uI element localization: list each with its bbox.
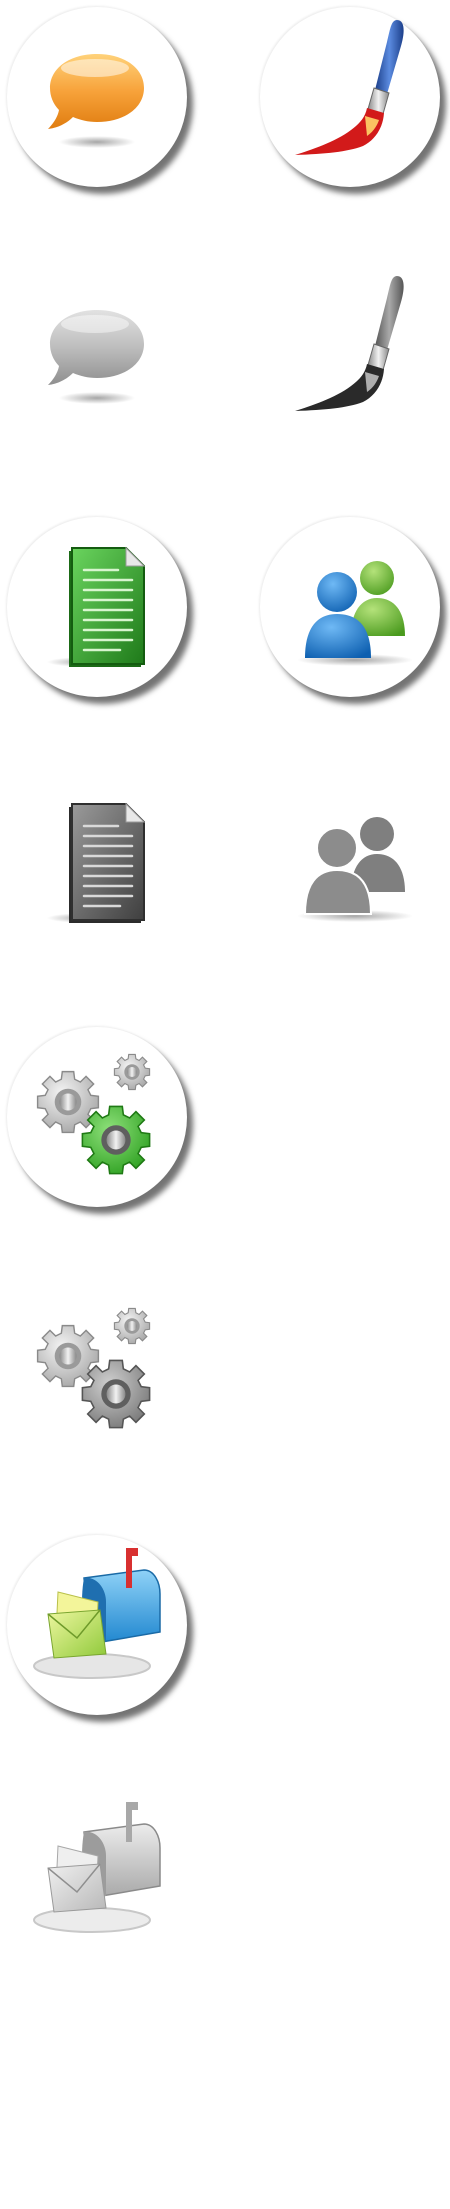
speech-bubble-tile[interactable] <box>2 2 192 192</box>
mailbox-tile-inactive[interactable] <box>2 1784 192 1974</box>
speech-bubble-icon <box>48 54 144 148</box>
users-icon <box>297 817 413 922</box>
mailbox-icon <box>33 1802 161 1933</box>
paintbrush-tile-inactive[interactable] <box>255 258 445 448</box>
mailbox-icon <box>33 1548 161 1679</box>
document-icon <box>47 802 146 923</box>
mailbox-tile[interactable] <box>2 1530 192 1720</box>
tile-disc <box>260 7 440 187</box>
document-icon <box>47 546 146 667</box>
gears-icon <box>36 1307 151 1429</box>
users-icon <box>297 561 413 666</box>
document-tile-inactive[interactable] <box>2 768 192 958</box>
speech-bubble-icon <box>48 310 144 404</box>
paintbrush-icon <box>295 276 404 411</box>
users-tile[interactable] <box>255 512 445 702</box>
gears-tile-inactive[interactable] <box>2 1276 192 1466</box>
gears-tile[interactable] <box>2 1022 192 1212</box>
paintbrush-tile[interactable] <box>255 2 445 192</box>
gears-icon <box>36 1053 151 1175</box>
speech-bubble-tile-inactive[interactable] <box>2 258 192 448</box>
paintbrush-icon <box>295 20 404 155</box>
document-tile[interactable] <box>2 512 192 702</box>
users-tile-inactive[interactable] <box>255 768 445 958</box>
